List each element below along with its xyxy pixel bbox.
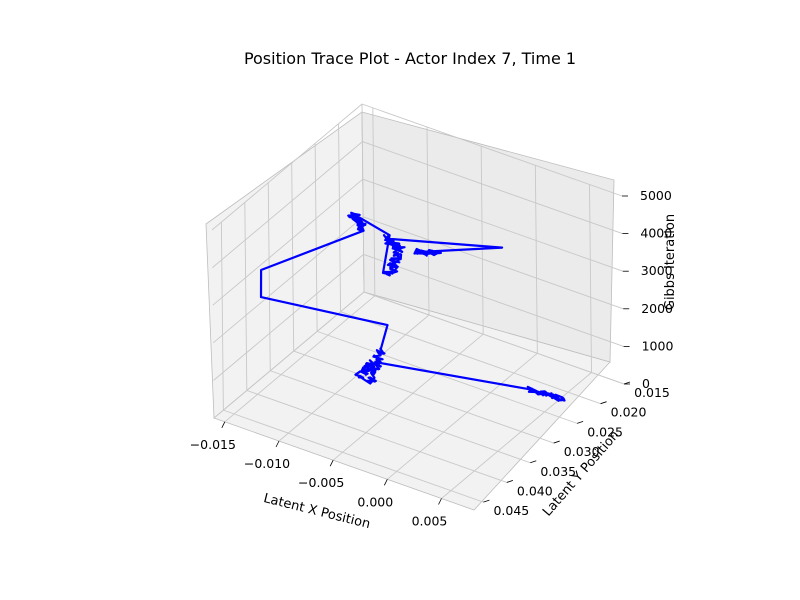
z-grid-back	[361, 103, 623, 197]
z-grid-left	[213, 254, 364, 381]
z-grid-left	[212, 216, 364, 344]
z-tick-label: 2000	[641, 301, 673, 316]
x-grid-back	[480, 146, 484, 335]
x-tick-mark	[329, 459, 334, 467]
y-grid-floor	[316, 330, 578, 424]
grid-lines	[211, 103, 625, 503]
y-tick-label: 0.045	[493, 503, 529, 518]
z-grid-left	[212, 141, 363, 268]
z-tick-label: 4000	[640, 226, 672, 241]
z-tick-label: 3000	[641, 263, 673, 278]
y-tick-mark	[506, 480, 513, 483]
z-axis-label: Gibbs Iteration	[663, 214, 678, 310]
y-grid-floor	[340, 311, 601, 405]
y-tick-label: 0.040	[517, 483, 553, 498]
y-tick-label: 0.015	[634, 385, 670, 400]
y-grid-floor	[270, 370, 531, 464]
y-tick-mark	[483, 499, 490, 503]
x-tick-mark	[221, 421, 226, 429]
y-grid-left	[220, 222, 224, 411]
x-tick-mark	[383, 479, 388, 486]
x-grid-floor	[387, 352, 538, 480]
x-grid-floor	[332, 333, 484, 461]
z-grid-back	[363, 216, 624, 310]
y-grid-left	[338, 123, 342, 312]
z-tick-label: 5000	[640, 188, 672, 203]
y-tick-mark	[600, 401, 607, 405]
y-grid-floor	[223, 409, 484, 503]
y-grid-floor	[293, 350, 554, 444]
trace-path	[259, 211, 566, 402]
y-grid-left	[314, 143, 318, 332]
x-grid-back	[589, 184, 592, 373]
z-grid-back	[363, 291, 625, 385]
x-grid-floor	[278, 314, 430, 442]
z-grid-left	[212, 178, 364, 306]
x-tick-label: −0.015	[190, 437, 236, 452]
z-grid-back	[362, 178, 623, 272]
y-tick-label: 0.035	[540, 464, 576, 479]
z-tick-label: 1000	[642, 338, 674, 353]
y-tick-mark	[530, 460, 537, 464]
y-tick-label: 0.030	[564, 444, 600, 459]
x-grid-back	[534, 165, 538, 354]
y-tick-mark	[576, 420, 584, 424]
z-grid-back	[362, 141, 623, 235]
z-grid-left	[213, 291, 365, 419]
x-tick-mark	[275, 440, 280, 448]
x-grid-back	[426, 126, 430, 316]
x-tick-mark	[438, 498, 442, 505]
y-grid-left	[361, 103, 365, 293]
y-grid-floor	[246, 390, 507, 483]
y-tick-label: 0.020	[611, 405, 647, 420]
trace-line	[259, 211, 566, 402]
y-grid-left	[267, 182, 271, 371]
x-tick-label: 0.000	[357, 494, 393, 509]
y-grid-left	[244, 202, 248, 391]
x-tick-label: 0.005	[412, 514, 448, 529]
z-grid-left	[211, 103, 363, 231]
axis-ticks: −0.015 −0.010 −0.005 0.000 0.005 0.015 0.020 0.…	[190, 188, 674, 529]
x-axis-label: Latent X Position	[262, 491, 372, 532]
chart-title: Position Trace Plot - Actor Index 7, Tim…	[244, 49, 576, 68]
y-tick-mark	[553, 440, 560, 444]
x-grid-back	[372, 107, 376, 296]
x-grid-floor	[441, 372, 592, 499]
z-tick-label: 0	[642, 376, 650, 391]
x-tick-label: −0.005	[298, 475, 344, 490]
x-tick-label: −0.010	[244, 456, 290, 471]
z-grid-back	[363, 253, 624, 347]
y-tick-label: 0.025	[587, 424, 623, 439]
